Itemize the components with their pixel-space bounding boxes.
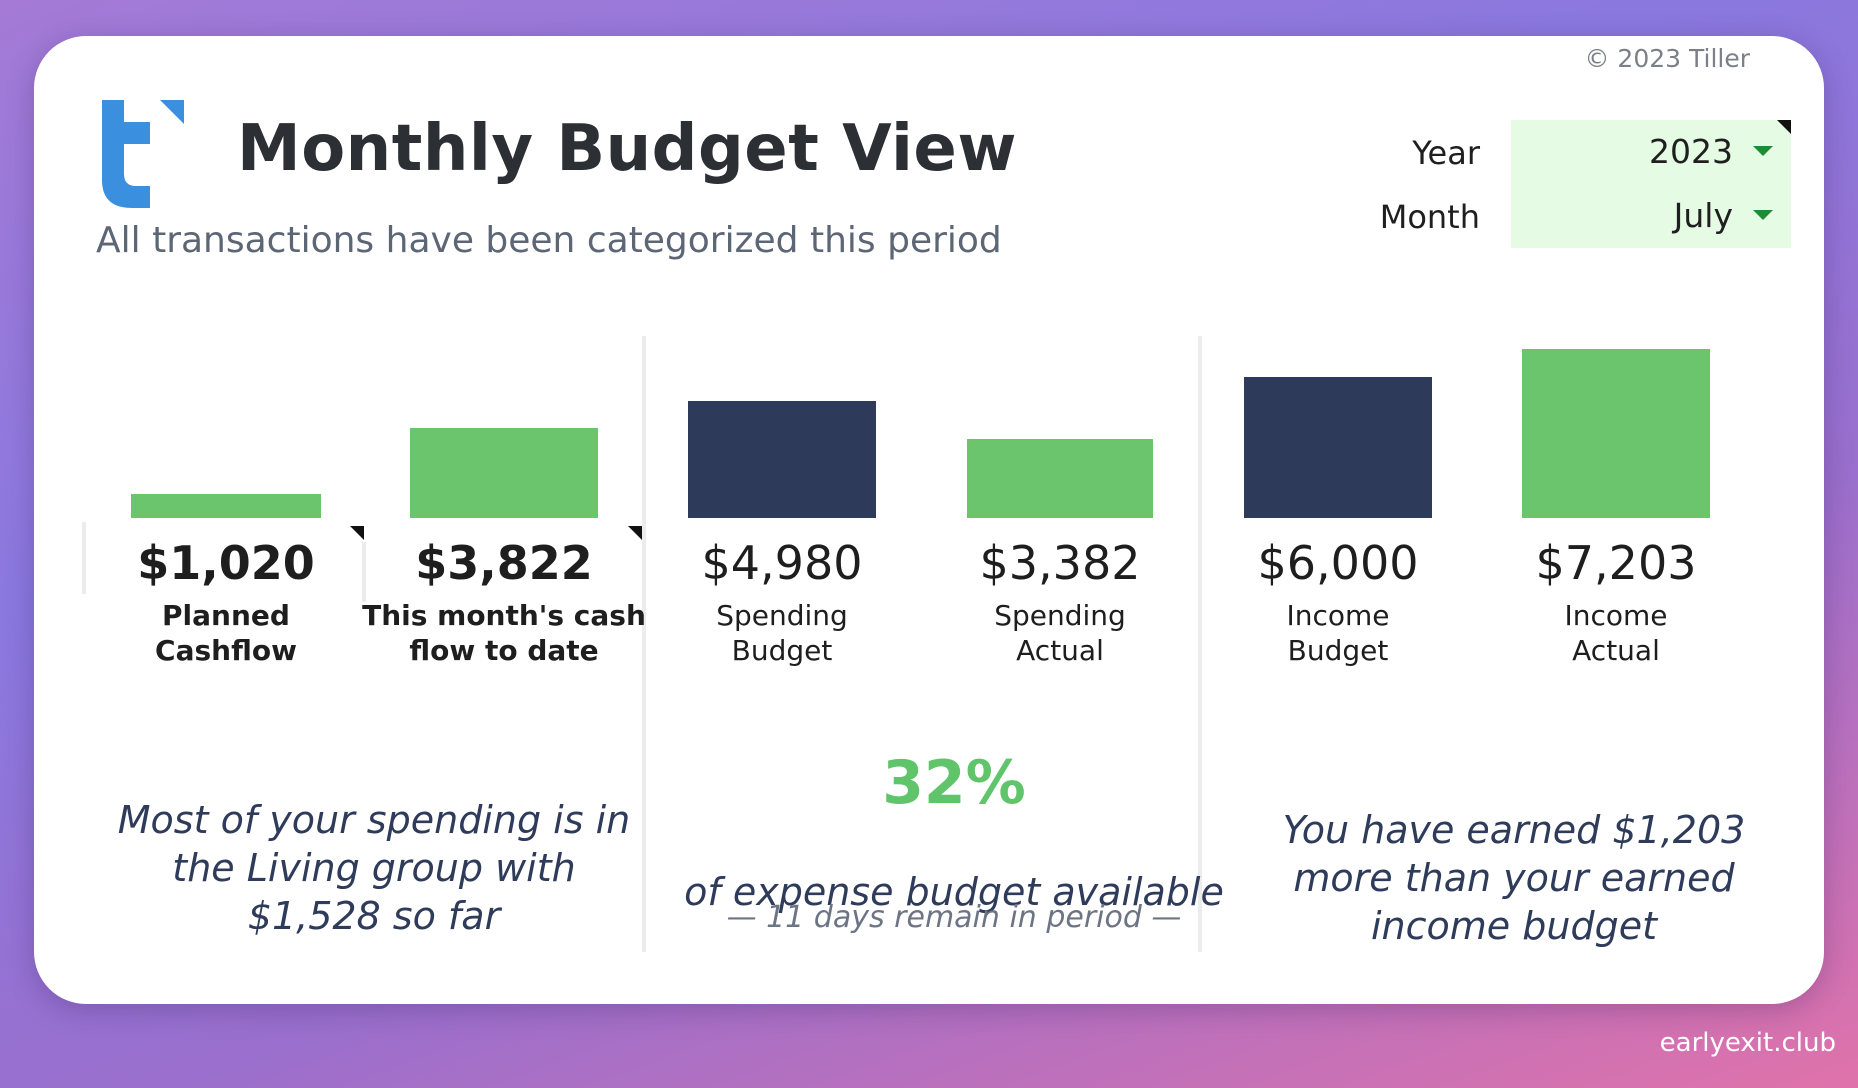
watermark: earlyexit.club: [1659, 1028, 1836, 1058]
income-actual-value: $7,203: [1535, 536, 1697, 590]
income-actual-bar: [1522, 349, 1710, 518]
spending-budget-value: $4,980: [701, 536, 863, 590]
income-actual-label: Income Actual: [1564, 599, 1668, 667]
note-marker-icon: [628, 526, 642, 540]
planned-cashflow-value: $1,020: [137, 536, 315, 590]
cell-border: [362, 542, 366, 602]
year-label: Year: [1412, 134, 1480, 172]
tiller-logo-icon: [102, 100, 184, 208]
month-label: Month: [1379, 198, 1480, 236]
cashflow-to-date-label: This month's cash flow to date: [362, 599, 646, 667]
income-budget-label: Income Budget: [1286, 599, 1390, 667]
expense-available-percent: 32%: [882, 748, 1026, 818]
days-remaining: — 11 days remain in period —: [726, 900, 1182, 935]
spending-budget-bar: [688, 401, 876, 518]
cell-border: [82, 522, 86, 594]
spending-actual-value: $3,382: [979, 536, 1141, 590]
income-insight: You have earned $1,203 more than your ea…: [1282, 808, 1746, 948]
budget-card: © 2023 Tiller Monthly Budget View All tr…: [34, 36, 1824, 1004]
spending-budget-label: Spending Budget: [716, 599, 848, 667]
cashflow-to-date-value: $3,822: [415, 536, 593, 590]
section-divider: [642, 336, 646, 952]
chevron-down-icon[interactable]: [1753, 146, 1773, 156]
spending-actual-label: Spending Actual: [994, 599, 1126, 667]
year-value: 2023: [1649, 132, 1733, 171]
income-budget-bar: [1244, 377, 1432, 518]
planned-cashflow-bar: [131, 494, 321, 518]
expense-available-text: of expense budget available: [684, 870, 1224, 914]
section-divider: [1198, 336, 1202, 952]
income-budget-value: $6,000: [1257, 536, 1419, 590]
month-dropdown[interactable]: July: [1511, 184, 1791, 248]
month-value: July: [1673, 196, 1733, 235]
chevron-down-icon[interactable]: [1753, 210, 1773, 220]
copyright: © 2023 Tiller: [1584, 44, 1750, 73]
cashflow-to-date-bar: [410, 428, 598, 518]
page-subtitle: All transactions have been categorized t…: [96, 220, 1002, 261]
year-dropdown[interactable]: 2023: [1511, 120, 1791, 184]
cashflow-insight: Most of your spending is in the Living g…: [117, 798, 631, 938]
spending-actual-bar: [967, 439, 1153, 518]
page-title: Monthly Budget View: [237, 112, 1017, 186]
note-marker-icon: [1777, 120, 1791, 134]
planned-cashflow-label: Planned Cashflow: [155, 599, 297, 667]
note-marker-icon: [350, 526, 364, 540]
